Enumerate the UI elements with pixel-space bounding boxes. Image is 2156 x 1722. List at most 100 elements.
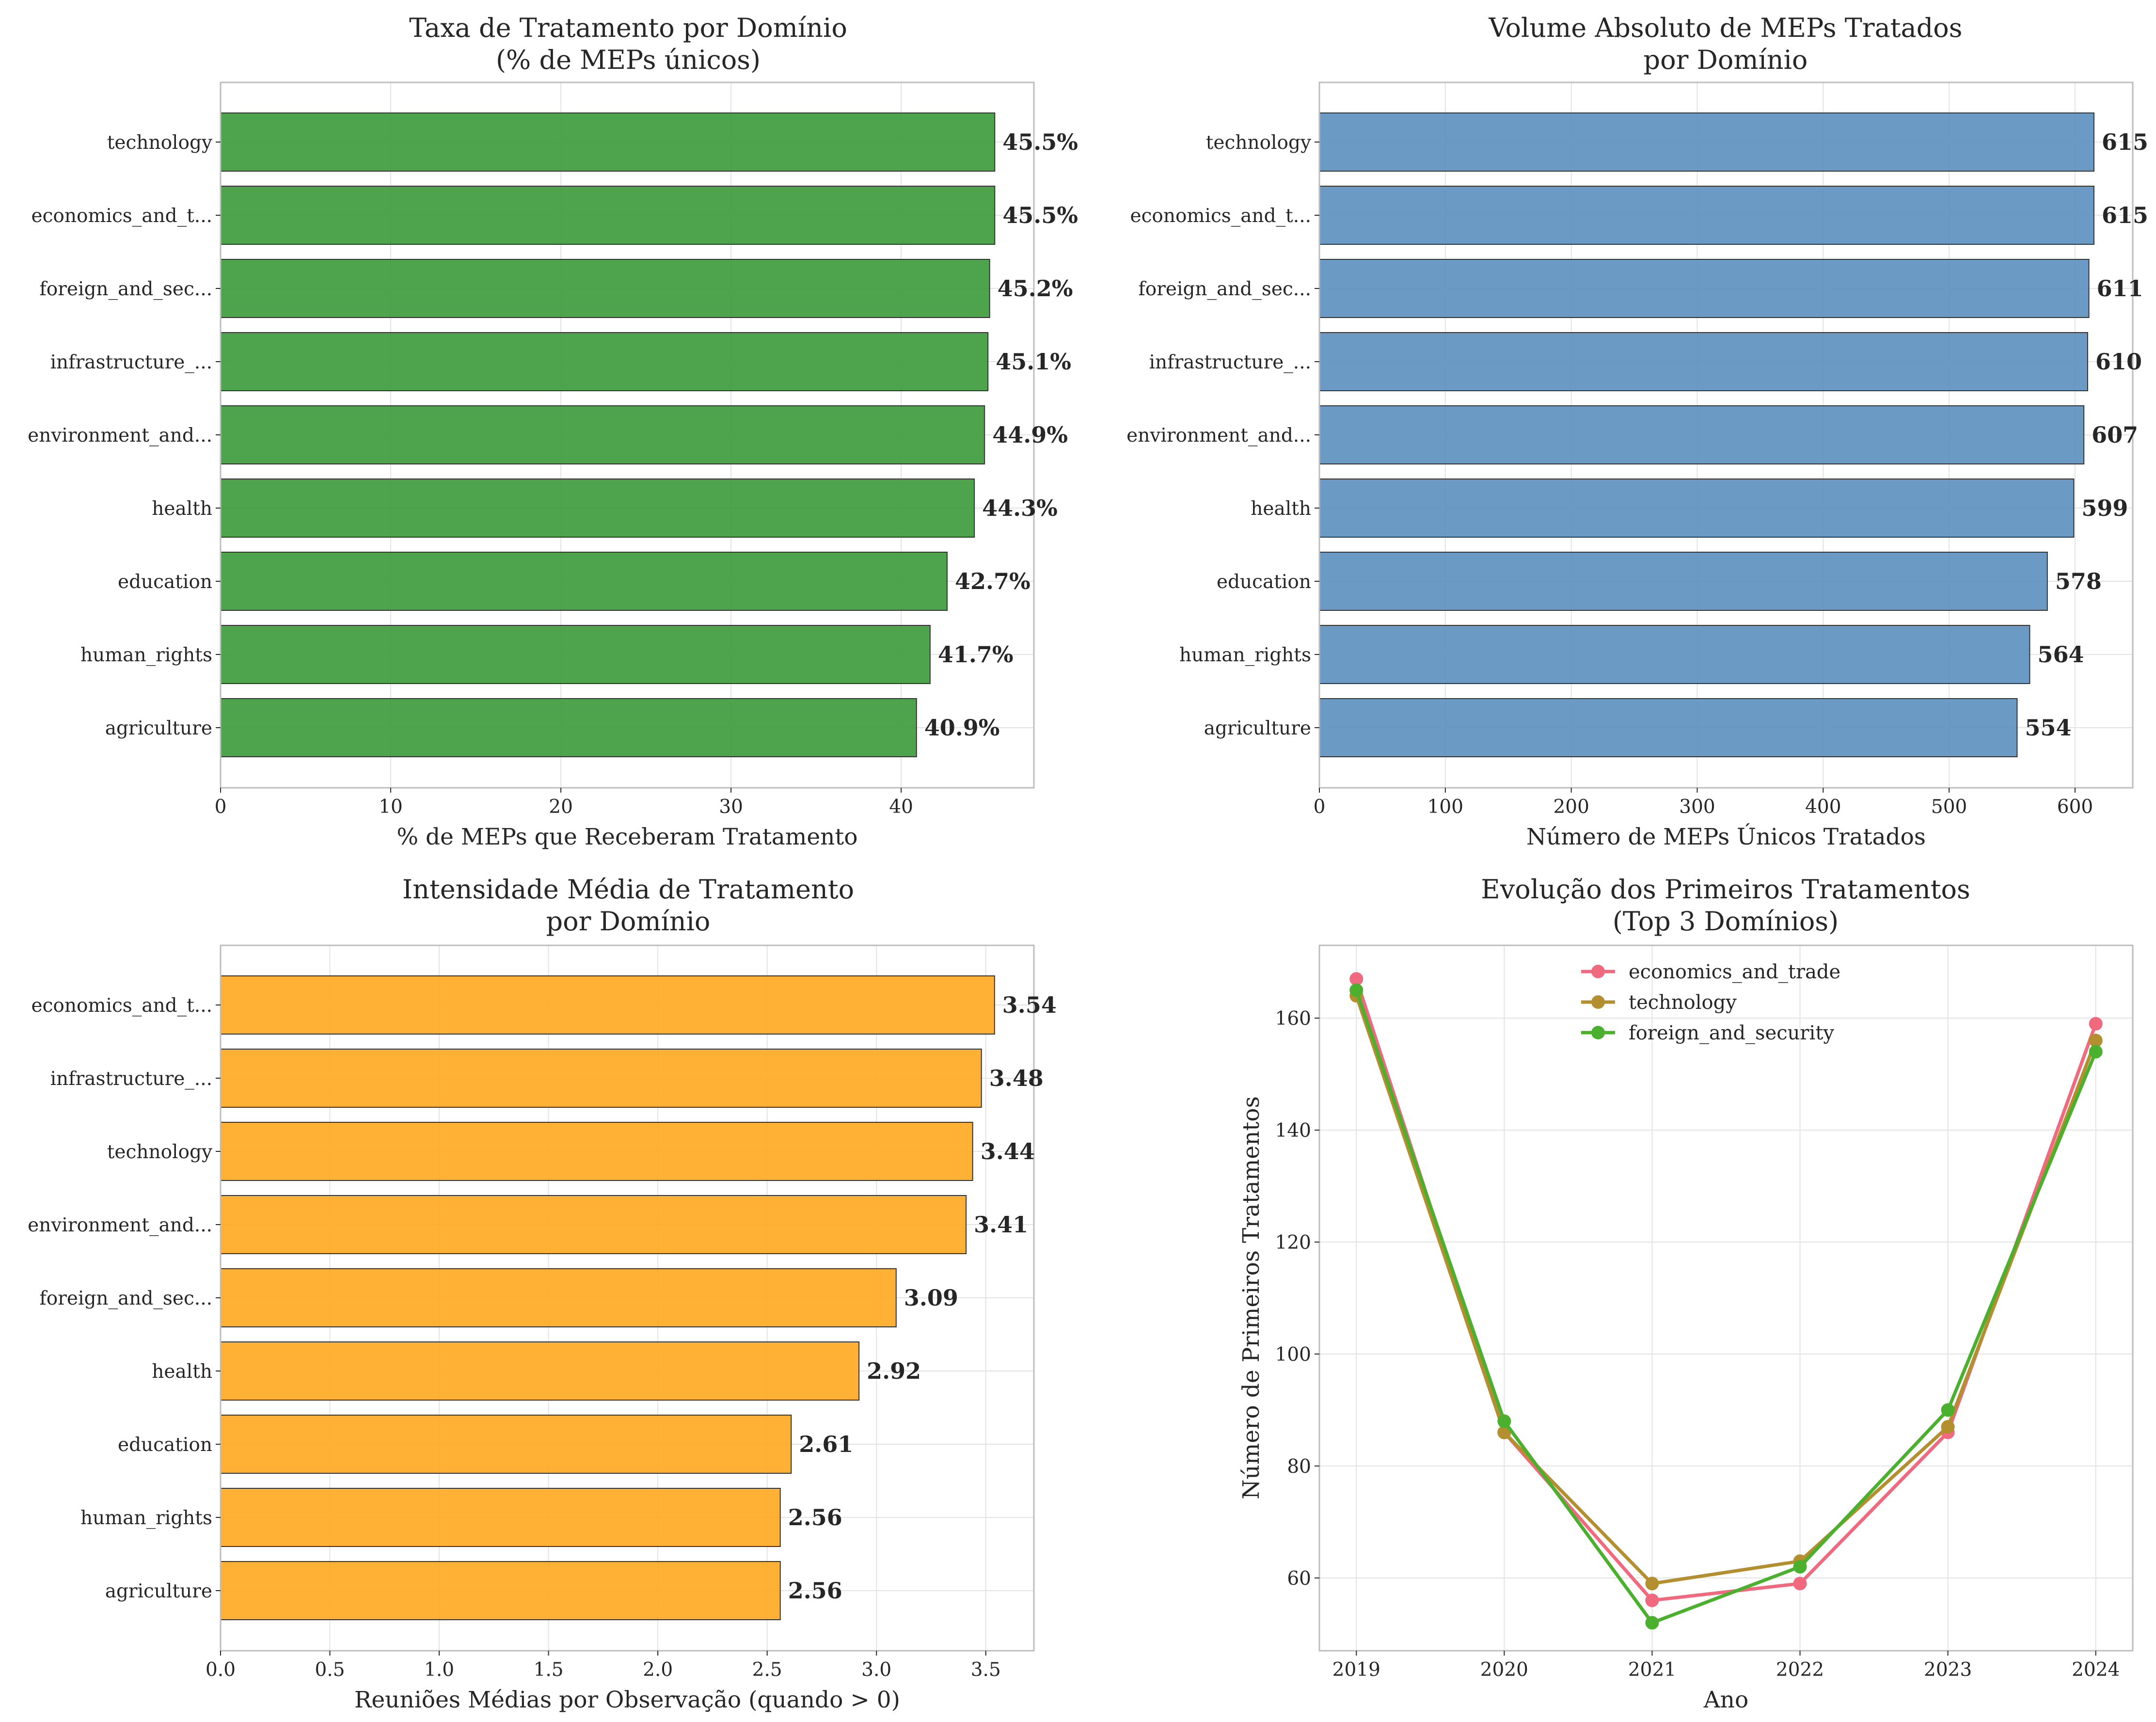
- evolution-xtick-label: 2019: [1332, 1659, 1380, 1681]
- intensity-title-line1: Intensidade Média de Tratamento: [402, 874, 854, 905]
- intensity-xtick-label: 1.5: [534, 1659, 564, 1681]
- volume-xticks: 0 100 200 300 400 500 600: [1314, 788, 2093, 818]
- volume-bar-5: [1319, 478, 2075, 538]
- evolution-ytick-label: 80: [1287, 1456, 1311, 1478]
- rate-yticks: technology economics_and_t... foreign_and_…: [28, 132, 221, 739]
- volume-data-label-5: 599: [2081, 495, 2128, 521]
- legend-swatch-marker-1: [1591, 995, 1605, 1009]
- intensity-data-label-8: 2.56: [788, 1578, 842, 1604]
- evolution-xtick-label: 2022: [1776, 1659, 1824, 1681]
- intensity-bar-7: [220, 1488, 781, 1547]
- volume-data-labels: 615 615 611 610 607 599 578 564 554: [2025, 129, 2148, 741]
- volume-xtick-label: 200: [1553, 796, 1589, 818]
- intensity-bar-3: [220, 1195, 967, 1254]
- intensity-category-label-5: health: [152, 1361, 212, 1383]
- evolution-yticks: 60 80 100 120 140 160: [1275, 1008, 1319, 1590]
- evolution-point-1-4: [1941, 1420, 1955, 1434]
- rate-bar-5: [220, 478, 975, 538]
- legend-swatch-marker-2: [1591, 1026, 1605, 1039]
- rate-data-label-5: 44.3%: [982, 495, 1058, 521]
- panel-first-treatments-evolution: Evolução dos Primeiros Tratamentos (Top …: [1238, 874, 2134, 1713]
- rate-title-line1: Taxa de Tratamento por Domínio: [409, 13, 847, 43]
- legend-entry-label-0: economics_and_trade: [1629, 961, 1840, 983]
- evolution-ytick-label: 140: [1275, 1120, 1311, 1142]
- evolution-xtick-label: 2020: [1480, 1659, 1528, 1681]
- intensity-bar-5: [220, 1341, 860, 1401]
- volume-xtick-label: 400: [1805, 796, 1841, 818]
- intensity-category-label-6: education: [118, 1434, 212, 1456]
- volume-xtick-label: 300: [1679, 796, 1715, 818]
- legend-entry-label-1: technology: [1629, 991, 1737, 1014]
- evolution-point-0-5: [2089, 1017, 2103, 1031]
- intensity-category-label-7: human_rights: [80, 1507, 212, 1529]
- intensity-bar-8: [220, 1561, 781, 1620]
- rate-xtick-label: 40: [889, 796, 913, 818]
- intensity-data-labels: 3.54 3.48 3.44 3.41 3.09 2.92 2.61 2.56 2.56: [788, 992, 1057, 1604]
- rate-bar-0: [220, 112, 996, 172]
- evolution-point-2-2: [1645, 1616, 1659, 1630]
- volume-category-label-1: economics_and_t...: [1130, 205, 1311, 227]
- volume-bar-6: [1319, 552, 2048, 611]
- volume-yticks: technology economics_and_t... foreign_and_…: [1126, 132, 1319, 739]
- evolution-xtick-label: 2021: [1628, 1659, 1676, 1681]
- volume-xtick-label: 0: [1314, 796, 1326, 818]
- volume-xtick-label: 600: [2057, 796, 2093, 818]
- intensity-bar-6: [220, 1415, 792, 1474]
- evolution-point-2-4: [1941, 1403, 1955, 1417]
- volume-category-label-3: infrastructure_...: [1149, 351, 1311, 373]
- intensity-xtick-label: 2.0: [643, 1659, 673, 1681]
- evolution-ytick-label: 60: [1287, 1568, 1311, 1590]
- volume-bar-8: [1319, 698, 2018, 757]
- evolution-plot-frame: [1318, 944, 2134, 1652]
- rate-category-label-5: health: [152, 498, 212, 520]
- rate-category-label-0: technology: [107, 132, 212, 154]
- evolution-y-axis-label: Número de Primeiros Tratamentos: [1238, 1096, 1265, 1499]
- evolution-ytick-label: 160: [1275, 1008, 1311, 1030]
- intensity-category-label-8: agriculture: [105, 1580, 212, 1602]
- intensity-category-label-2: technology: [107, 1141, 212, 1163]
- rate-data-labels: 45.5% 45.5% 45.2% 45.1% 44.9% 44.3% 42.7% 41.7%…: [924, 129, 1078, 741]
- evolution-title-line1: Evolução dos Primeiros Tratamentos: [1481, 874, 1970, 905]
- volume-bar-3: [1319, 332, 2088, 391]
- volume-category-label-7: human_rights: [1179, 644, 1311, 666]
- rate-data-label-1: 45.5%: [1002, 202, 1078, 228]
- rate-bar-3: [220, 332, 989, 391]
- intensity-xtick-label: 0.0: [206, 1659, 236, 1681]
- evolution-xticks: 2019 2020 2021 2022 2023 2024: [1332, 1651, 2120, 1681]
- intensity-data-label-2: 3.44: [981, 1138, 1035, 1164]
- rate-bars: [220, 112, 996, 757]
- volume-category-label-8: agriculture: [1204, 718, 1311, 739]
- evolution-point-2-0: [1349, 983, 1363, 997]
- intensity-category-label-1: infrastructure_...: [50, 1068, 212, 1090]
- intensity-data-label-4: 3.09: [904, 1285, 958, 1311]
- rate-category-label-8: agriculture: [105, 718, 212, 739]
- volume-bar-1: [1319, 186, 2094, 245]
- intensity-x-axis-label: Reuniões Médias por Observação (quando >…: [354, 1687, 900, 1713]
- intensity-category-label-0: economics_and_t...: [31, 995, 212, 1017]
- legend-entry-label-2: foreign_and_security: [1629, 1022, 1834, 1044]
- intensity-xtick-label: 0.5: [315, 1659, 345, 1681]
- rate-bar-8: [220, 698, 917, 757]
- evolution-ytick-label: 120: [1275, 1232, 1311, 1254]
- rate-bar-4: [220, 405, 985, 464]
- rate-bar-7: [220, 625, 931, 684]
- volume-data-label-3: 610: [2095, 349, 2142, 375]
- intensity-bar-4: [220, 1268, 897, 1327]
- evolution-point-0-0: [1349, 972, 1363, 986]
- volume-bar-7: [1319, 625, 2030, 684]
- panel-treated-volume: Volume Absoluto de MEPs Tratados por Dom…: [1126, 13, 2148, 850]
- evolution-lines: [1349, 972, 2103, 1630]
- intensity-xtick-label: 1.0: [424, 1659, 454, 1681]
- rate-data-label-4: 44.9%: [992, 422, 1068, 448]
- volume-bar-2: [1319, 259, 2090, 318]
- intensity-data-label-1: 3.48: [989, 1065, 1044, 1091]
- rate-data-label-8: 40.9%: [924, 715, 1000, 741]
- volume-data-label-4: 607: [2092, 422, 2138, 448]
- evolution-point-1-2: [1645, 1577, 1659, 1591]
- evolution-title-line2: (Top 3 Domínios): [1613, 906, 1839, 937]
- volume-data-label-6: 578: [2055, 568, 2102, 594]
- rate-x-axis-label: % de MEPs que Receberam Tratamento: [396, 824, 857, 850]
- rate-xtick-label: 0: [215, 796, 227, 818]
- volume-bar-0: [1319, 112, 2094, 172]
- rate-category-label-2: foreign_and_sec...: [39, 278, 212, 300]
